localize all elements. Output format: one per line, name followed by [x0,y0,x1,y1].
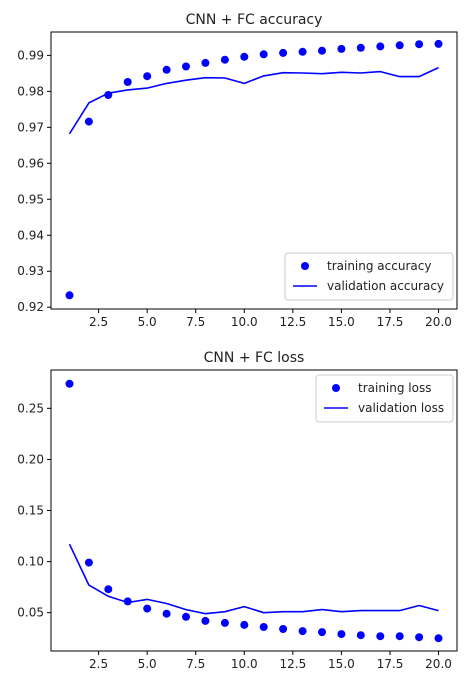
data-point [356,631,365,640]
data-point [123,78,132,86]
data-point [434,634,443,643]
data-point [298,47,307,56]
y-tick-label: 0.95 [17,192,44,206]
data-point [182,62,190,71]
legend: training accuracy validation accuracy [284,252,454,301]
data-point [337,44,346,53]
data-point [104,585,113,594]
y-tick-label: 0.93 [17,264,44,278]
y-tick-label: 0.20 [17,452,44,466]
data-point [318,46,326,55]
series-line-validation-loss [68,543,439,615]
data-point [162,65,171,74]
x-tick-label: 7.5 [186,657,205,671]
y-tick-label: 0.05 [17,606,44,620]
data-point [415,633,424,642]
data-point [376,42,385,51]
data-point [318,628,326,637]
axes-frame [50,31,458,310]
data-point [84,558,93,567]
data-point [182,612,190,621]
y-tick-label: 0.96 [17,156,44,170]
y-tick-label: 0.98 [17,84,44,98]
series-line-validation-accuracy [68,66,439,135]
data-point [162,609,171,618]
data-point [84,117,93,126]
accuracy-subplot: CNN + FC accuracy 2.5 5.0 7.5 10.0 12.5 15.0 17… [17,12,458,329]
y-tick-label: 0.94 [17,228,44,242]
data-point [220,55,229,64]
y-tick-label: 0.92 [17,300,44,314]
x-tick-label: 20.0 [425,315,452,329]
data-point [65,291,74,300]
data-point [123,597,132,606]
x-tick-label: 2.5 [89,315,108,329]
x-tick-label: 20.0 [425,657,452,671]
x-tick-label: 15.0 [328,657,355,671]
data-point [201,58,210,67]
data-point [201,616,210,625]
x-tick-label: 7.5 [186,315,205,329]
x-tick-label: 15.0 [328,315,355,329]
data-point [279,48,288,57]
data-point [395,632,404,641]
data-point [143,72,152,81]
y-tick-label: 0.15 [17,504,44,518]
data-point [298,627,307,636]
x-tick-label: 10.0 [231,657,258,671]
data-point [65,379,74,388]
data-point [143,604,152,613]
data-point [376,632,385,641]
x-tick-label: 10.0 [231,315,258,329]
legend-box [284,252,454,301]
data-point [259,50,268,59]
y-tick-label: 0.97 [17,120,44,134]
x-tick-label: 17.5 [377,315,404,329]
loss-subplot: CNN + FC loss 2.5 5.0 7.5 10.0 12.5 15.0 17.5 20… [17,350,458,671]
data-point [337,630,346,639]
chart-title: CNN + FC loss [204,350,305,366]
data-point [220,618,229,627]
data-point [434,39,443,48]
legend-dot-marker [301,262,309,270]
data-point [240,620,249,629]
y-tick-label: 0.99 [17,48,44,62]
data-point [279,625,288,633]
legend-label: training accuracy [327,259,431,273]
legend-label: validation loss [358,401,444,415]
x-tick-label: 17.5 [377,657,404,671]
legend-label: training loss [358,381,431,395]
x-tick-label: 5.0 [138,315,157,329]
data-point [415,40,424,49]
data-point [356,43,365,52]
y-tick-label: 0.10 [17,555,44,569]
chart-title: CNN + FC accuracy [186,12,323,28]
data-point [395,41,404,50]
legend-dot-marker [332,384,340,392]
data-point [259,623,268,631]
y-tick-label: 0.25 [17,401,44,415]
x-tick-label: 5.0 [138,657,157,671]
legend-label: validation accuracy [327,279,444,293]
x-tick-label: 2.5 [89,657,108,671]
legend-box [315,374,454,423]
x-tick-label: 12.5 [279,315,306,329]
legend: training loss validation loss [315,374,454,423]
x-tick-label: 12.5 [279,657,306,671]
data-point [240,52,249,61]
